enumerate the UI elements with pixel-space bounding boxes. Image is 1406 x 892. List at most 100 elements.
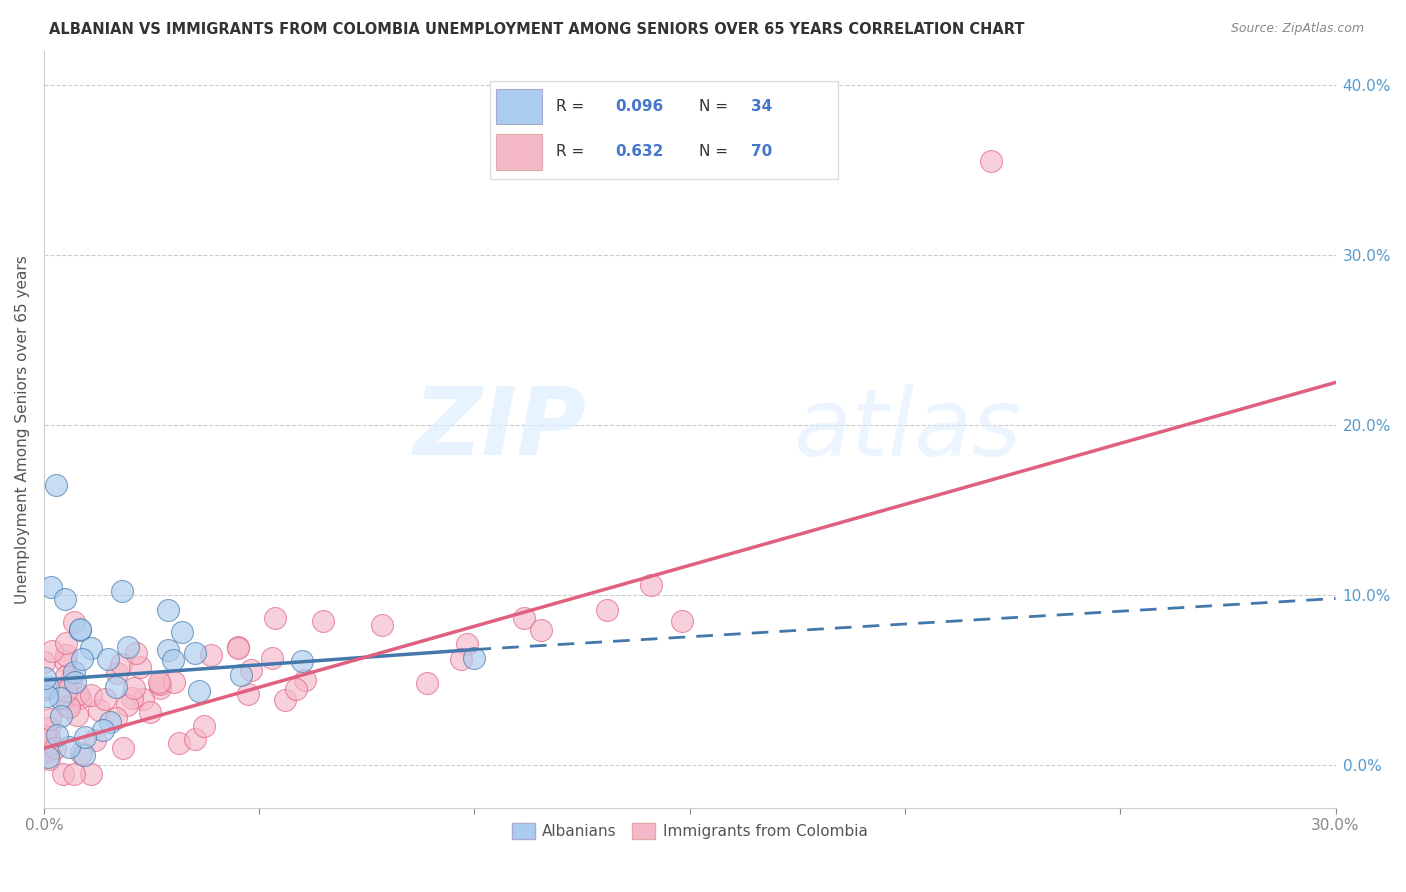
Point — [132, 691, 155, 706]
Point — [49, 691, 72, 706]
Point — [229, 668, 252, 682]
Point — [55, 636, 77, 650]
Point — [70, 652, 93, 666]
Point — [63, 766, 86, 780]
Point — [32, 656, 55, 670]
Text: ALBANIAN VS IMMIGRANTS FROM COLOMBIA UNEMPLOYMENT AMONG SENIORS OVER 65 YEARS CO: ALBANIAN VS IMMIGRANTS FROM COLOMBIA UNE… — [49, 22, 1025, 37]
Point — [80, 766, 103, 780]
Point — [46, 728, 69, 742]
Point — [596, 603, 619, 617]
Point — [111, 584, 134, 599]
Point — [73, 730, 96, 744]
Point — [98, 714, 121, 729]
Point — [37, 680, 59, 694]
Point — [37, 749, 59, 764]
Point — [63, 675, 86, 690]
Point — [34, 671, 56, 685]
Point — [122, 681, 145, 696]
Point — [91, 723, 114, 737]
Point — [45, 477, 67, 491]
Point — [69, 624, 91, 638]
Point — [274, 692, 297, 706]
Point — [66, 708, 89, 723]
Point — [117, 640, 139, 654]
Point — [371, 618, 394, 632]
Point — [260, 650, 283, 665]
Point — [80, 640, 103, 655]
Point — [55, 684, 77, 698]
Point — [640, 577, 662, 591]
Point — [69, 691, 91, 706]
Point — [163, 675, 186, 690]
Point — [450, 652, 472, 666]
Point — [226, 640, 249, 655]
Point — [115, 698, 138, 712]
Point — [167, 736, 190, 750]
Point — [415, 676, 437, 690]
Point — [41, 644, 63, 658]
Point — [156, 643, 179, 657]
Point — [58, 700, 80, 714]
Point — [97, 652, 120, 666]
Point — [463, 650, 485, 665]
Point — [129, 659, 152, 673]
Point — [187, 683, 209, 698]
Point — [149, 677, 172, 691]
Point — [67, 687, 90, 701]
Point — [149, 681, 172, 695]
Point — [53, 654, 76, 668]
Text: atlas: atlas — [793, 384, 1021, 475]
Point — [456, 637, 478, 651]
Point — [148, 674, 170, 689]
Point — [58, 740, 80, 755]
Point — [240, 663, 263, 677]
Point — [80, 688, 103, 702]
Point — [530, 623, 553, 637]
Point — [980, 154, 1002, 169]
Point — [110, 657, 132, 671]
Point — [311, 615, 333, 629]
Point — [70, 746, 93, 760]
Point — [284, 682, 307, 697]
Point — [263, 611, 285, 625]
Point — [51, 708, 73, 723]
Point — [125, 646, 148, 660]
Point — [104, 680, 127, 694]
Point — [83, 732, 105, 747]
Point — [39, 712, 62, 726]
Point — [69, 623, 91, 637]
Point — [294, 673, 316, 687]
Point — [73, 747, 96, 762]
Point — [34, 729, 56, 743]
Text: Source: ZipAtlas.com: Source: ZipAtlas.com — [1230, 22, 1364, 36]
Point — [62, 665, 84, 679]
Point — [200, 648, 222, 662]
Point — [112, 741, 135, 756]
Point — [38, 752, 60, 766]
Point — [183, 732, 205, 747]
Point — [55, 648, 77, 662]
Point — [35, 744, 58, 758]
Legend: Albanians, Immigrants from Colombia: Albanians, Immigrants from Colombia — [506, 817, 873, 846]
Point — [513, 611, 536, 625]
Point — [121, 691, 143, 706]
Point — [37, 690, 59, 704]
Point — [226, 640, 249, 654]
Text: ZIP: ZIP — [413, 384, 586, 475]
Point — [56, 698, 79, 713]
Y-axis label: Unemployment Among Seniors over 65 years: Unemployment Among Seniors over 65 years — [15, 255, 30, 604]
Point — [38, 721, 60, 735]
Point — [183, 646, 205, 660]
Point — [139, 705, 162, 719]
Point — [157, 602, 180, 616]
Point — [62, 615, 84, 629]
Point — [172, 625, 194, 640]
Point — [55, 591, 77, 606]
Point — [162, 653, 184, 667]
Point — [193, 719, 215, 733]
Point — [44, 741, 66, 756]
Point — [60, 673, 83, 688]
Point — [236, 687, 259, 701]
Point — [291, 654, 314, 668]
Point — [104, 711, 127, 725]
